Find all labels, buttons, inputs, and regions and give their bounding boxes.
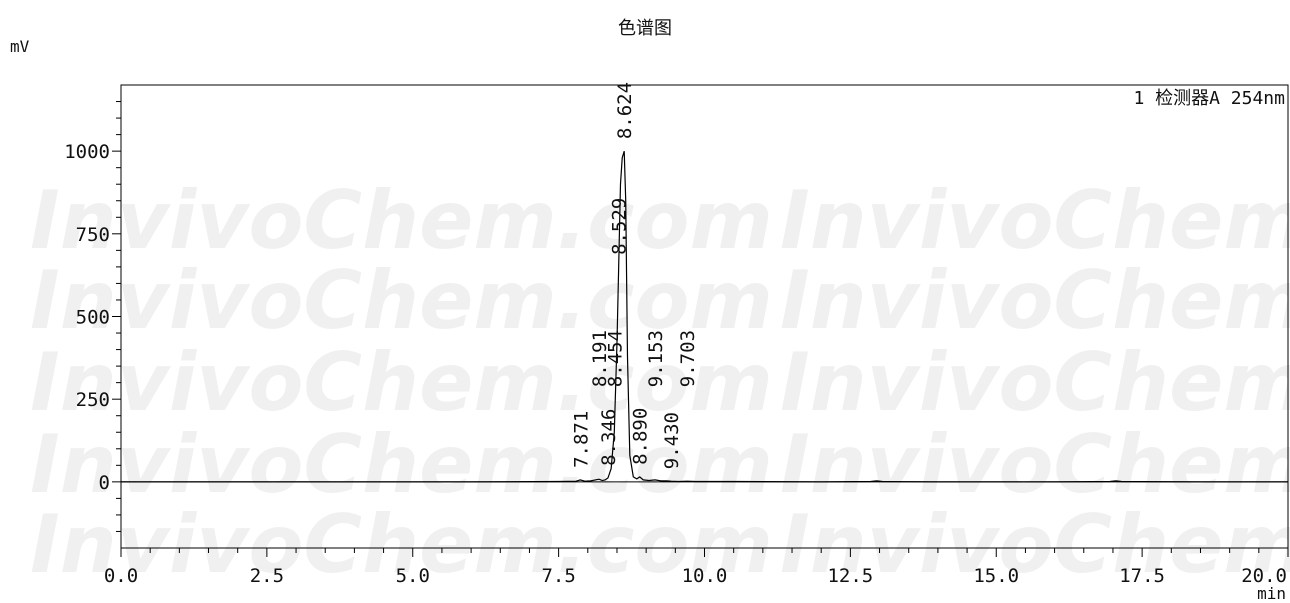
y-tick-label: 0 (99, 472, 110, 494)
peak-label: 8.346 (598, 409, 620, 466)
peak-label: 9.153 (645, 330, 667, 387)
x-tick-label: 0.0 (104, 565, 138, 587)
watermark-text: InvivoChem.com (780, 174, 1290, 267)
x-tick-label: 15.0 (973, 565, 1019, 587)
peak-label: 9.703 (677, 330, 699, 387)
peak-labels: 7.871 8.191 8.346 8.454 8.529 8.624 8.890 9.153… (570, 82, 699, 469)
peak-label: 8.890 (630, 408, 652, 465)
watermark-text: InvivoChem.com (30, 174, 773, 267)
x-tick-label: 7.5 (541, 565, 575, 587)
chart-title: 色谱图 (618, 18, 672, 39)
watermark-text: InvivoChem.com (780, 498, 1290, 591)
detector-trace-line (121, 150, 1288, 483)
watermark-text: InvivoChem.com (30, 336, 773, 429)
x-tick-label: 17.5 (1119, 565, 1165, 587)
y-axis-unit: mV (10, 37, 30, 56)
peak-label: 8.529 (609, 198, 631, 255)
peak-label: 7.871 (570, 411, 592, 468)
watermark-layer: InvivoChem.comInvivoChem.comInvivoChem.c… (30, 174, 1290, 591)
y-tick-label: 1000 (64, 141, 110, 163)
x-tick-label: 2.5 (250, 565, 284, 587)
watermark-text: InvivoChem.com (30, 418, 773, 511)
watermark-text: InvivoChem.com (780, 418, 1290, 511)
watermark-text: InvivoChem.com (30, 254, 773, 347)
peak-label: 8.624 (614, 82, 636, 139)
peak-label: 9.430 (661, 412, 683, 469)
x-axis-unit: min (1257, 584, 1286, 603)
y-axis: 0 250 500 750 1000 (64, 101, 121, 532)
y-tick-label: 250 (76, 389, 110, 411)
x-axis: 0.0 2.5 5.0 7.5 10.0 12.5 15.0 17.5 20.0 (104, 548, 1289, 587)
watermark-text: InvivoChem.com (780, 336, 1290, 429)
x-tick-label: 20.0 (1241, 565, 1287, 587)
peak-label: 8.191 (589, 330, 611, 387)
y-tick-label: 500 (76, 307, 110, 329)
x-tick-label: 12.5 (827, 565, 873, 587)
x-tick-label: 10.0 (682, 565, 728, 587)
legend-detector: 1 检测器A 254nm (1133, 88, 1285, 109)
x-tick-label: 5.0 (396, 565, 430, 587)
y-tick-label: 750 (76, 224, 110, 246)
watermark-text: InvivoChem.com (780, 254, 1290, 347)
watermark-text: InvivoChem.com (30, 498, 773, 591)
peak-label: 8.454 (604, 330, 626, 387)
